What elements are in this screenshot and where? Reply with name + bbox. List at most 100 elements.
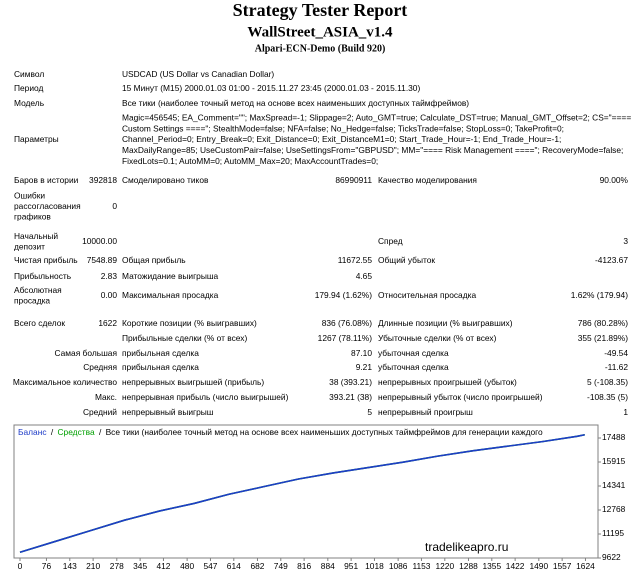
x-tick-label: 1490: [529, 561, 548, 571]
row-label: Спред: [378, 236, 403, 246]
chart-subtitle: Все тики (наиболее точный метод на основ…: [106, 427, 543, 437]
parameter-line: FixedLots=0.1; AutoMM=0; AutoMM_Max=20; …: [122, 156, 378, 166]
row-value: 9.21: [356, 362, 373, 372]
row-label: непрерывная прибыль (число выигрышей): [122, 392, 289, 402]
x-tick-label: 210: [86, 561, 100, 571]
row-label: прибыльная сделка: [122, 362, 199, 372]
row-label: Качество моделирования: [378, 175, 477, 185]
x-tick-label: 1422: [506, 561, 525, 571]
legend-entry: Средства: [58, 427, 95, 437]
row-value: 90.00%: [600, 175, 629, 185]
legend-separator: /: [99, 427, 102, 437]
x-tick-label: 951: [344, 561, 358, 571]
legend-entry: Баланс: [18, 427, 47, 437]
row-label: Параметры: [14, 134, 59, 144]
row-label: Период: [14, 83, 43, 93]
row-value: 786 (80.28%): [578, 318, 628, 328]
x-tick-label: 143: [63, 561, 77, 571]
watermark: tradelikeapro.ru: [425, 540, 508, 554]
row-label: непрерывный убыток (число проигрышей): [378, 392, 543, 402]
x-tick-label: 682: [250, 561, 264, 571]
row-value: 4.65: [356, 271, 373, 281]
row-value: 0.00: [101, 290, 118, 300]
x-tick-label: 1288: [459, 561, 478, 571]
ea-name: WallStreet_ASIA_v1.4: [247, 24, 393, 40]
parameter-line: MaxDailyRange=85; UseCustomPair=false; U…: [122, 145, 623, 155]
row-value: 3: [623, 236, 628, 246]
y-tick-label: 14341: [602, 480, 626, 490]
x-tick-label: 480: [180, 561, 194, 571]
row-value: 2.83: [101, 271, 118, 281]
row-value: 1622: [98, 318, 117, 328]
row-value: 836 (76.08%): [322, 318, 372, 328]
x-tick-label: 1086: [389, 561, 408, 571]
row-label: депозит: [14, 241, 45, 251]
row-label: Абсолютная: [14, 285, 62, 295]
row-label: убыточная сделка: [378, 362, 449, 372]
row-value: 1267 (78.11%): [318, 333, 373, 343]
row-value: 392818: [89, 175, 117, 185]
row-label: просадка: [14, 295, 50, 305]
row-label: графиков: [14, 212, 51, 222]
row-label: прибыльная сделка: [122, 348, 199, 358]
row-label: Относительная просадка: [378, 290, 476, 300]
x-tick-label: 0: [18, 561, 23, 571]
row-value: 7548.89: [87, 255, 118, 265]
row-value: 1.62% (179.94): [571, 290, 628, 300]
row-label: Всего сделок: [14, 318, 65, 328]
row-value: 5 (-108.35): [587, 377, 628, 387]
row-value: -4123.67: [595, 255, 628, 265]
y-tick-label: 15915: [602, 456, 626, 466]
y-tick-label: 11195: [602, 528, 624, 538]
x-tick-label: 816: [297, 561, 311, 571]
row-label: Макс.: [95, 392, 117, 402]
x-tick-label: 412: [156, 561, 170, 571]
x-tick-label: 278: [110, 561, 124, 571]
row-label: Баров в истории: [14, 175, 79, 185]
row-value: 10000.00: [82, 236, 117, 246]
row-value: 179.94 (1.62%): [315, 290, 372, 300]
row-value: 86990911: [335, 175, 372, 185]
x-tick-label: 884: [321, 561, 335, 571]
x-tick-label: 1624: [576, 561, 595, 571]
row-text: Все тики (наиболее точный метод на основ…: [122, 98, 469, 108]
row-label: Общий убыток: [378, 255, 435, 265]
row-label: Длинные позиции (% выигравших): [378, 318, 513, 328]
x-tick-label: 1018: [365, 561, 384, 571]
row-label: Прибыльные сделки (% от всех): [122, 333, 247, 343]
row-label: Символ: [14, 69, 44, 79]
parameter-line: Custom Settings ===="; StealthMode=false…: [122, 123, 564, 133]
row-value: 1: [623, 407, 628, 417]
row-label: непрерывных выигрышей (прибыль): [122, 377, 264, 387]
row-label: Убыточные сделки (% от всех): [378, 333, 497, 343]
row-value: -11.62: [605, 362, 628, 372]
parameter-line: Channel_Period=0; Entry_Break=0; Exit_Di…: [122, 134, 561, 144]
row-label: Максимальная просадка: [122, 290, 219, 300]
row-value: 5: [367, 407, 372, 417]
row-label: Начальный: [14, 231, 58, 241]
row-value: 87.10: [351, 348, 372, 358]
row-label: Общая прибыль: [122, 255, 186, 265]
y-tick-label: 9622: [602, 552, 621, 562]
row-label: Средний: [83, 407, 117, 417]
row-value: 355 (21.89%): [578, 333, 628, 343]
row-text: USDCAD (US Dollar vs Canadian Dollar): [122, 69, 274, 79]
parameter-line: Magic=456545; EA_Comment=""; MaxSpread=-…: [122, 113, 631, 123]
report-title: Strategy Tester Report: [233, 0, 408, 20]
x-tick-label: 1153: [412, 561, 430, 571]
y-tick-label: 17488: [602, 432, 626, 442]
row-label: Самая большая: [54, 348, 117, 358]
row-label: Модель: [14, 98, 45, 108]
row-value: -49.54: [604, 348, 628, 358]
series-line: [19, 433, 585, 553]
row-label: убыточная сделка: [378, 348, 449, 358]
x-tick-label: 749: [274, 561, 288, 571]
row-value: 38 (393.21): [329, 377, 372, 387]
x-tick-label: 614: [227, 561, 241, 571]
row-label: Чистая прибыль: [14, 255, 78, 265]
row-label: Прибыльность: [14, 271, 72, 281]
chart-legend: Баланс / Средства / Все тики (наиболее т…: [18, 427, 543, 437]
x-tick-label: 1355: [482, 561, 501, 571]
row-value: 11672.55: [338, 255, 373, 265]
